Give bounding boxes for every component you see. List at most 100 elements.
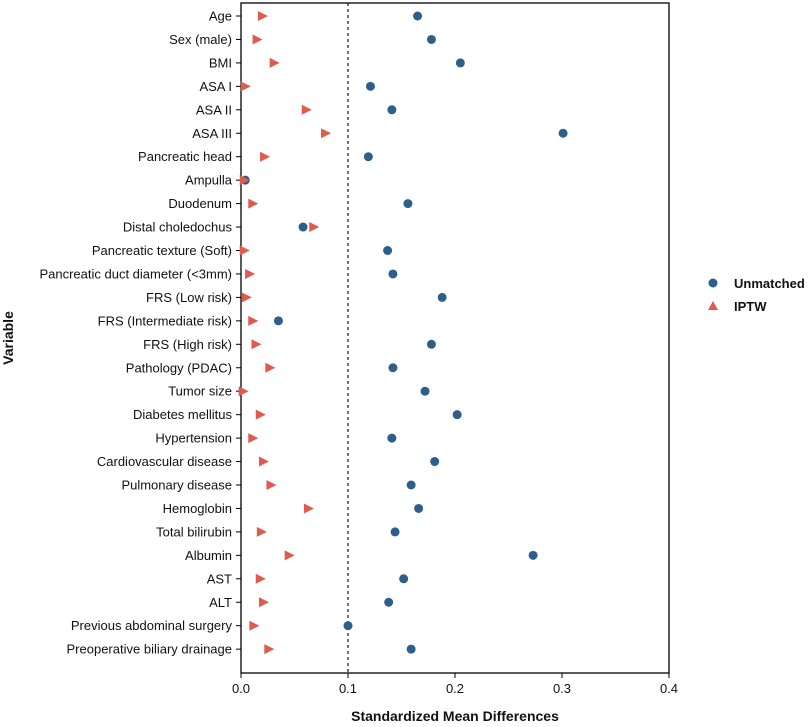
category-label: Cardiovascular disease <box>97 454 232 469</box>
x-axis-title: Standardized Mean Differences <box>351 708 559 724</box>
unmatched-point <box>383 246 393 255</box>
category-label: FRS (Intermediate risk) <box>98 313 232 328</box>
unmatched-point <box>406 644 416 654</box>
legend: Unmatched IPTW <box>708 276 805 314</box>
iptw-point <box>249 620 260 631</box>
category-label: Hemoglobin <box>163 501 232 516</box>
unmatched-point <box>426 34 436 44</box>
iptw-point <box>238 386 249 397</box>
iptw-point <box>256 526 267 537</box>
category-label: Pulmonary disease <box>121 478 232 493</box>
iptw-point <box>255 409 266 420</box>
unmatched-point <box>437 292 447 302</box>
category-label: FRS (High risk) <box>143 337 232 352</box>
category-label: Sex (male) <box>169 32 232 47</box>
category-label: Ampulla <box>185 173 233 188</box>
unmatched-point <box>558 128 568 138</box>
x-tick-label: 0.4 <box>660 681 678 696</box>
iptw-point <box>240 81 251 92</box>
category-label: FRS (Low risk) <box>146 290 232 305</box>
category-label: AST <box>207 571 232 586</box>
category-label: BMI <box>209 55 232 70</box>
iptw-point <box>248 315 259 326</box>
unmatched-point <box>413 11 423 21</box>
category-label: Hypertension <box>155 431 232 446</box>
x-tick-label: 0.3 <box>553 681 571 696</box>
unmatched-point <box>406 480 416 490</box>
category-label: Duodenum <box>168 196 232 211</box>
x-tick-label: 0.1 <box>339 681 357 696</box>
unmatched-point <box>403 199 413 209</box>
unmatched-point <box>384 597 394 607</box>
data-points <box>238 11 568 655</box>
iptw-point <box>260 151 271 162</box>
unmatched-point <box>273 316 283 326</box>
iptw-point <box>321 128 332 139</box>
category-label: Albumin <box>185 548 232 563</box>
x-tick-label: 0.0 <box>232 681 250 696</box>
unmatched-point <box>343 621 353 631</box>
category-label: Pathology (PDAC) <box>126 360 232 375</box>
unmatched-point <box>399 574 409 584</box>
unmatched-point <box>455 58 465 68</box>
unmatched-point <box>414 503 424 513</box>
iptw-point <box>269 57 280 68</box>
iptw-point <box>245 268 256 279</box>
iptw-point <box>239 175 250 186</box>
iptw-point <box>258 597 269 608</box>
iptw-point <box>241 292 252 303</box>
unmatched-point <box>388 269 398 279</box>
category-label: Previous abdominal surgery <box>71 618 233 633</box>
unmatched-point <box>365 81 375 91</box>
legend-marker-unmatched <box>708 278 718 288</box>
category-label: Tumor size <box>168 384 232 399</box>
unmatched-point <box>420 386 430 396</box>
category-label: Pancreatic duct diameter (<3mm) <box>39 266 232 281</box>
iptw-point <box>303 503 314 514</box>
category-label: Pancreatic texture (Soft) <box>92 243 232 258</box>
category-label: Pancreatic head <box>138 149 232 164</box>
iptw-point <box>248 198 259 209</box>
unmatched-point <box>363 152 373 162</box>
iptw-point <box>284 550 295 561</box>
iptw-point <box>248 433 259 444</box>
y-axis-title: Variable <box>0 311 16 365</box>
iptw-point <box>251 339 262 350</box>
category-label: Distal choledochus <box>123 220 233 235</box>
category-label: ASA II <box>196 102 232 117</box>
iptw-point <box>264 644 275 655</box>
x-axis: 0.0 0.1 0.2 0.3 0.4 <box>232 673 678 696</box>
iptw-point <box>309 222 320 233</box>
unmatched-point <box>298 222 308 232</box>
x-tick-label: 0.2 <box>446 681 464 696</box>
legend-marker-iptw <box>708 301 718 310</box>
iptw-point <box>239 245 250 256</box>
legend-label-iptw: IPTW <box>734 299 767 314</box>
iptw-point <box>258 456 269 467</box>
plot-area <box>240 2 670 674</box>
iptw-point <box>301 104 312 115</box>
unmatched-point <box>390 527 400 537</box>
iptw-point <box>257 11 268 21</box>
unmatched-point <box>426 339 436 349</box>
unmatched-point <box>388 363 398 373</box>
y-axis-category-labels: Age Sex (male) BMI ASA I ASA II ASA III Pancre… <box>39 9 241 657</box>
unmatched-point <box>430 457 440 467</box>
unmatched-point <box>452 410 462 420</box>
category-label: Total bilirubin <box>156 524 232 539</box>
category-label: ASA I <box>199 79 232 94</box>
unmatched-point <box>387 105 397 115</box>
iptw-point <box>266 480 277 490</box>
category-label: ALT <box>209 595 232 610</box>
unmatched-point <box>387 433 397 443</box>
legend-label-unmatched: Unmatched <box>734 276 805 291</box>
iptw-point <box>255 573 266 584</box>
iptw-point <box>252 34 263 45</box>
category-label: Diabetes mellitus <box>133 407 232 422</box>
category-label: Preoperative biliary drainage <box>67 642 232 657</box>
unmatched-point <box>528 550 538 560</box>
category-label: Age <box>209 9 232 24</box>
category-label: ASA III <box>192 126 232 141</box>
iptw-point <box>265 362 276 373</box>
